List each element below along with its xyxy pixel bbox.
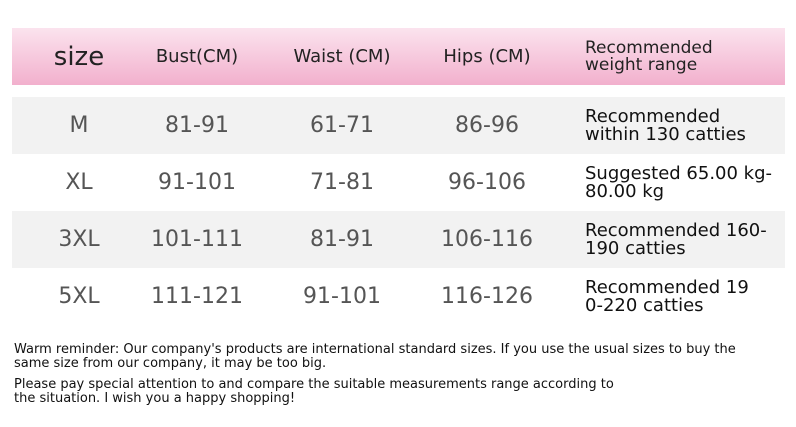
cell: 101-111 <box>151 226 243 252</box>
cell: 81-91 <box>310 226 374 252</box>
cell: Waist (CM) <box>293 45 391 67</box>
table-row: 3XL 101-111 81-91 106-116 Recommended 160- 1… <box>12 211 785 268</box>
cell: Recommended weight range <box>585 37 713 75</box>
table-row: M 81-91 61-71 86-96 Recommended within 130 c… <box>12 97 785 154</box>
cell: XL <box>65 169 93 195</box>
cell: 91-101 <box>303 283 381 309</box>
cell: M <box>69 112 89 138</box>
cell: 81-91 <box>165 112 229 138</box>
cell: Recommended 19 0-220 catties <box>585 276 749 316</box>
cell: 3XL <box>58 226 100 252</box>
cell: Recommended within 130 catties <box>585 105 746 145</box>
cell: 111-121 <box>151 283 243 309</box>
note: Please pay special attention to and comp… <box>14 377 614 406</box>
cell: Suggested 65.00 kg- 80.00 kg <box>585 162 773 202</box>
cell: Hips (CM) <box>443 45 531 67</box>
cell: 5XL <box>58 283 100 309</box>
cell: 116-126 <box>441 283 533 309</box>
cell: Bust(CM) <box>155 45 239 67</box>
cell: 106-116 <box>441 226 533 252</box>
table-row: 5XL 111-121 91-101 116-126 Recommended 19 0-… <box>12 268 785 325</box>
note: Warm reminder: Our company's products ar… <box>14 342 736 371</box>
cell: Recommended 160- 190 catties <box>585 219 767 259</box>
cell: 86-96 <box>455 112 519 138</box>
table-row: XL 91-101 71-81 96-106 Suggested 65.00 kg- 8… <box>12 154 785 211</box>
cell: 91-101 <box>158 169 236 195</box>
cell: size <box>53 41 105 72</box>
cell: 61-71 <box>310 112 374 138</box>
cell: 96-106 <box>448 169 526 195</box>
header-row: size Bust(CM) Waist (CM) Hips (CM) Recommend… <box>12 28 785 85</box>
cell: 71-81 <box>310 169 374 195</box>
